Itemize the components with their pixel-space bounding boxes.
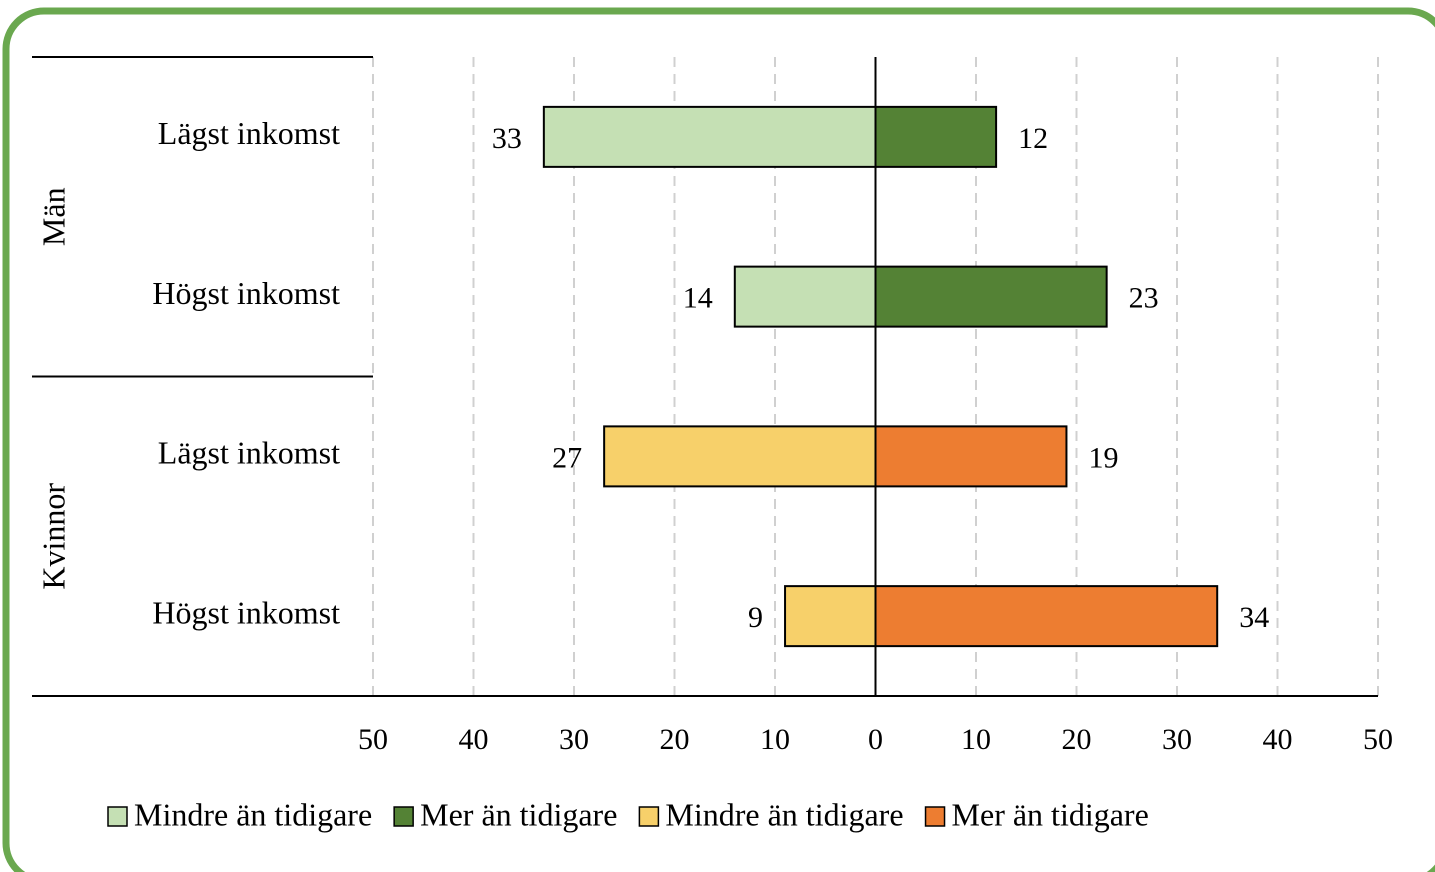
category-label: Lägst inkomst <box>158 115 340 151</box>
bar <box>874 265 1108 328</box>
x-tick-label: 20 <box>660 723 690 756</box>
legend-swatch <box>924 806 946 827</box>
bar <box>874 585 1219 648</box>
group-label: Kvinnor <box>35 483 71 590</box>
category-label: Högst inkomst <box>152 275 340 311</box>
x-tick-label: 40 <box>1263 723 1293 756</box>
bar <box>733 265 877 328</box>
bar <box>603 425 877 488</box>
data-label: 33 <box>492 122 522 155</box>
x-tick-label: 20 <box>1062 723 1092 756</box>
legend-label: Mer än tidigare <box>952 796 1149 832</box>
data-label: 27 <box>552 441 582 474</box>
data-label: 19 <box>1088 441 1118 474</box>
data-label: 34 <box>1239 601 1269 634</box>
legend-label: Mer än tidigare <box>420 796 617 832</box>
data-label: 23 <box>1129 282 1159 315</box>
x-tick-label: 50 <box>1363 723 1393 756</box>
bar <box>874 425 1068 488</box>
x-tick-label: 40 <box>459 723 489 756</box>
group-label: Män <box>35 187 71 246</box>
x-tick-label: 0 <box>868 723 883 756</box>
data-label: 14 <box>683 282 713 315</box>
bar <box>874 105 998 168</box>
x-tick-label: 50 <box>358 723 388 756</box>
legend-swatch <box>393 806 414 827</box>
bar <box>542 105 877 168</box>
data-label: 12 <box>1018 122 1048 155</box>
x-tick-label: 10 <box>760 723 790 756</box>
category-label: Lägst inkomst <box>158 435 340 471</box>
legend-label: Mindre än tidigare <box>134 796 372 832</box>
x-tick-label: 30 <box>1162 723 1192 756</box>
legend-label: Mindre än tidigare <box>665 796 903 832</box>
category-label: Högst inkomst <box>152 594 340 630</box>
data-label: 9 <box>748 601 763 634</box>
x-tick-label: 30 <box>559 723 589 756</box>
bar <box>784 585 877 648</box>
x-tick-label: 10 <box>961 723 991 756</box>
legend-swatch <box>638 806 660 827</box>
legend-swatch <box>107 806 128 827</box>
